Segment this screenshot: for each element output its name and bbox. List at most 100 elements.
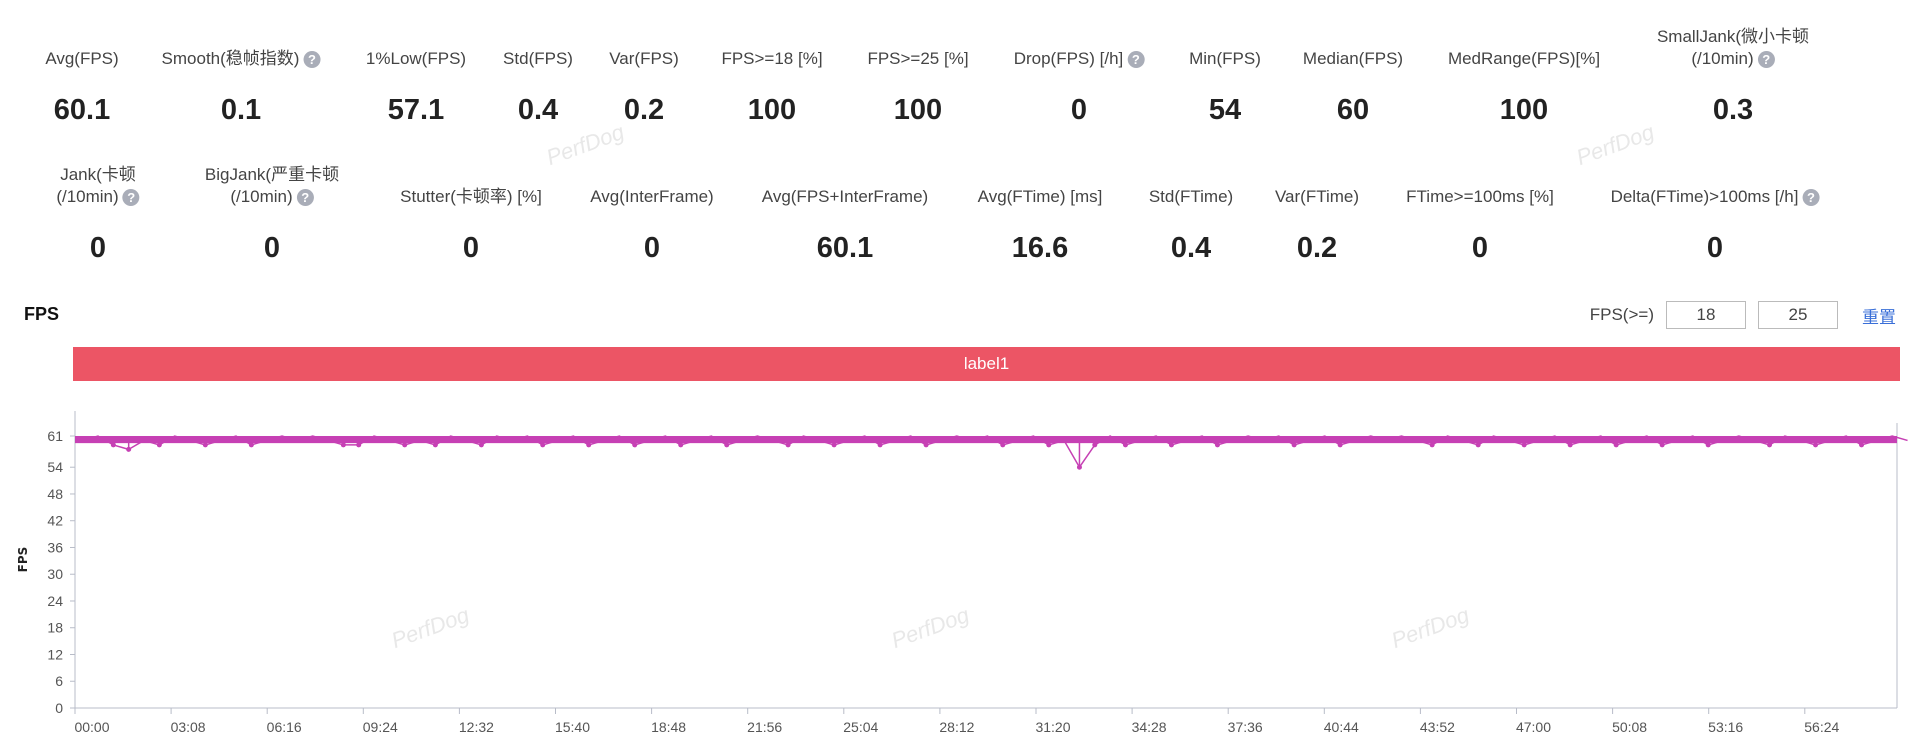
stat-label-text: FPS>=25 [%] [867,49,969,68]
stat-label: Avg(FPS) [45,26,118,70]
stat-var-fps: Var(FPS) 0.2 [609,26,679,127]
stat-value: 0 [263,232,281,264]
fps-data-point [632,442,638,448]
stat-avg-fps: Avg(FPS) 60.1 [45,26,118,127]
fps-chart: 0 6 12 18 24 30 36 42 48 54 61 00:00 03:08 06:16 09:24… [16,411,1908,735]
fps-data-point [1122,442,1128,448]
stat-value: 0.4 [517,94,559,126]
stat-value: 100 [893,94,943,126]
y-tick-label: 6 [55,673,63,689]
stat-avg-fps-interframe: Avg(FPS+InterFrame) 60.1 [762,164,928,265]
x-tick-label: 18:48 [651,719,686,735]
stat-stutter: Stutter(卡顿率) [%] 0 [400,164,542,265]
stat-label: Smooth(稳帧指数)? [162,26,321,70]
stat-value: 0 [1706,232,1724,264]
stat-label-text: FTime>=100ms [%] [1406,187,1554,206]
stat-label-line: SmallJank(微小卡顿 [1657,26,1809,48]
fps-data-point [110,442,116,448]
fps-data-point [1521,442,1527,448]
stat-label-text: Stutter(卡顿率) [%] [400,187,542,206]
y-axis-title: FPS [16,547,30,573]
fps-data-point [156,442,162,448]
fps-data-point [1767,442,1773,448]
stat-label-text: 1%Low(FPS) [365,49,467,68]
stat-label: BigJank(严重卡顿 (/10min)? [205,164,339,208]
x-tick-label: 06:16 [267,719,302,735]
y-tick-label: 24 [47,593,63,609]
stat-medrange-fps: MedRange(FPS)[%] 100 [1448,26,1600,127]
x-tick-label: 40:44 [1324,719,1359,735]
stat-value: 60.1 [816,232,874,264]
stat-label-text: (/10min) [1691,49,1754,68]
x-tick-label: 56:24 [1804,719,1839,735]
stat-label-text: Delta(FTime)>100ms [/h] [1610,187,1799,206]
fps-threshold-controls: FPS(>=) 重置 [1590,301,1896,329]
fps-data-point [1000,442,1006,448]
fps-data-point [248,442,254,448]
x-tick-label: 09:24 [363,719,398,735]
stat-avg-ftime-ms: Avg(FTime) [ms] 16.6 [978,164,1103,265]
x-tick-label: 12:32 [459,719,494,735]
stat-value: 16.6 [1011,232,1069,264]
x-tick-label: 43:52 [1420,719,1455,735]
y-tick-label: 36 [47,539,63,555]
help-icon[interactable]: ? [1127,51,1145,69]
stat-value: 0 [1471,232,1489,264]
reset-link[interactable]: 重置 [1862,307,1896,327]
stat-median-fps: Median(FPS) 60 [1303,26,1403,127]
stat-delta-ftime-100ms-h: Delta(FTime)>100ms [/h]? 0 [1611,164,1820,265]
fps-data-point [785,442,791,448]
stat-var-ftime: Var(FTime) 0.2 [1275,164,1359,265]
y-tick-label: 54 [47,459,63,475]
stat-label: Var(FPS) [609,26,679,70]
stat-label: Jank(卡顿 (/10min)? [56,164,140,208]
fps-threshold-2-input[interactable] [1758,301,1838,329]
stat-label-line: MedRange(FPS)[%] [1448,48,1600,70]
fps-data-point [340,442,346,448]
fps-data-point [1859,442,1865,448]
help-icon[interactable]: ? [1757,51,1775,69]
stat-label: Drop(FPS) [/h]? [1014,26,1145,70]
stat-label: MedRange(FPS)[%] [1448,26,1600,70]
stat-label-text: Std(FPS) [503,49,573,68]
stat-label: FPS>=18 [%] [721,26,822,70]
stat-std-fps: Std(FPS) 0.4 [503,26,573,127]
help-icon[interactable]: ? [122,189,140,207]
stat-label-line: Avg(FPS+InterFrame) [762,186,928,208]
help-icon[interactable]: ? [1802,189,1820,207]
fps-data-point [478,442,484,448]
fps-data-point [1046,442,1052,448]
label-bar[interactable]: label1 [73,347,1900,381]
x-tick-label: 21:56 [747,719,782,735]
stat-label-line: (/10min)? [230,186,314,208]
help-icon[interactable]: ? [303,51,321,69]
x-tick-label: 34:28 [1132,719,1167,735]
stat-label-line: (/10min)? [1691,48,1775,70]
stat-label-line: BigJank(严重卡顿 [205,164,339,186]
stat-fps-25: FPS>=25 [%] 100 [867,26,968,127]
stat-ftime-100ms: FTime>=100ms [%] 0 [1406,164,1554,265]
stat-label-text: Avg(InterFrame) [590,187,714,206]
fps-series-band [75,436,1897,444]
fps-threshold-label: FPS(>=) [1589,305,1654,324]
stat-smooth: Smooth(稳帧指数)? 0.1 [162,26,321,127]
stat-label: Delta(FTime)>100ms [/h]? [1611,164,1820,208]
stat-label-text: SmallJank(微小卡顿 [1656,27,1810,46]
fps-threshold-1-input[interactable] [1666,301,1746,329]
stat-label-line: Std(FTime) [1149,186,1233,208]
y-tick-label: 12 [47,646,63,662]
stat-jank: Jank(卡顿 (/10min)? 0 [56,164,140,265]
y-tick-label: 42 [47,513,63,529]
fps-data-point [402,442,408,448]
stat-label-line: Drop(FPS) [/h]? [1014,48,1145,70]
stat-value: 0.1 [220,94,262,126]
fps-data-point [877,442,883,448]
stat-label-text: Avg(FPS) [45,49,119,68]
stat-label: Std(FPS) [503,26,573,70]
stat-label-text: Smooth(稳帧指数) [161,49,300,68]
fps-data-point [831,442,837,448]
help-icon[interactable]: ? [296,189,314,207]
stat-value: 100 [747,94,797,126]
fps-data-point [1659,442,1665,448]
stat-label-line: FTime>=100ms [%] [1406,186,1554,208]
